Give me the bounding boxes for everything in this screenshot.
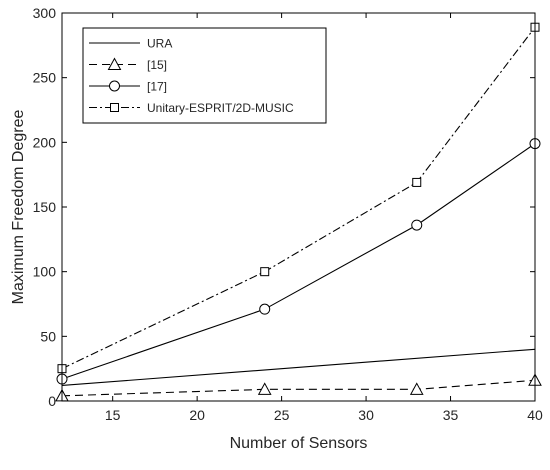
x-tick-label: 25 (274, 407, 290, 423)
y-tick-label: 300 (33, 5, 57, 21)
series-line-3 (61, 26, 536, 370)
ticks-layer: 15 20 25 30 35 40 0 50 100 150 200 250 300 (33, 5, 543, 423)
series-line-0 (61, 348, 536, 387)
series-line-1 (61, 379, 536, 397)
x-tick-label: 40 (527, 407, 543, 423)
data-point-2-1 (259, 303, 271, 315)
y-axis-label: Maximum Freedom Degree (10, 110, 27, 305)
x-tick-label: 35 (443, 407, 459, 423)
legend-label-1: [15] (147, 58, 167, 72)
series-line-2 (61, 143, 536, 380)
legend-marker-3 (110, 103, 119, 112)
legend-label-0: URA (147, 37, 172, 51)
data-point-3-2 (412, 177, 422, 187)
legend-marker-1 (107, 57, 122, 70)
data-point-2-2 (411, 219, 423, 231)
y-tick-label: 100 (33, 264, 57, 280)
plot-frame (61, 12, 536, 402)
legend-marker-2 (109, 80, 120, 92)
x-tick-label: 15 (105, 407, 121, 423)
x-tick-label: 20 (189, 407, 205, 423)
legend-label-2: [17] (147, 80, 167, 94)
x-axis-label: Number of Sensors (230, 435, 368, 452)
data-point-3-1 (260, 267, 270, 277)
y-tick-label: 250 (33, 70, 57, 86)
data-point-1-2 (409, 382, 424, 395)
legend-label-3: Unitary-ESPRIT/2D-MUSIC (147, 101, 294, 115)
y-tick-label: 0 (48, 393, 56, 409)
y-tick-label: 200 (33, 134, 57, 150)
x-tick-label: 30 (358, 407, 374, 423)
y-tick-label: 50 (40, 328, 56, 344)
y-tick-label: 150 (33, 199, 57, 215)
legend: URA [15] [17] Unitary-ESPRIT/2D-MUSIC (82, 27, 327, 124)
data-point-1-1 (257, 382, 272, 395)
